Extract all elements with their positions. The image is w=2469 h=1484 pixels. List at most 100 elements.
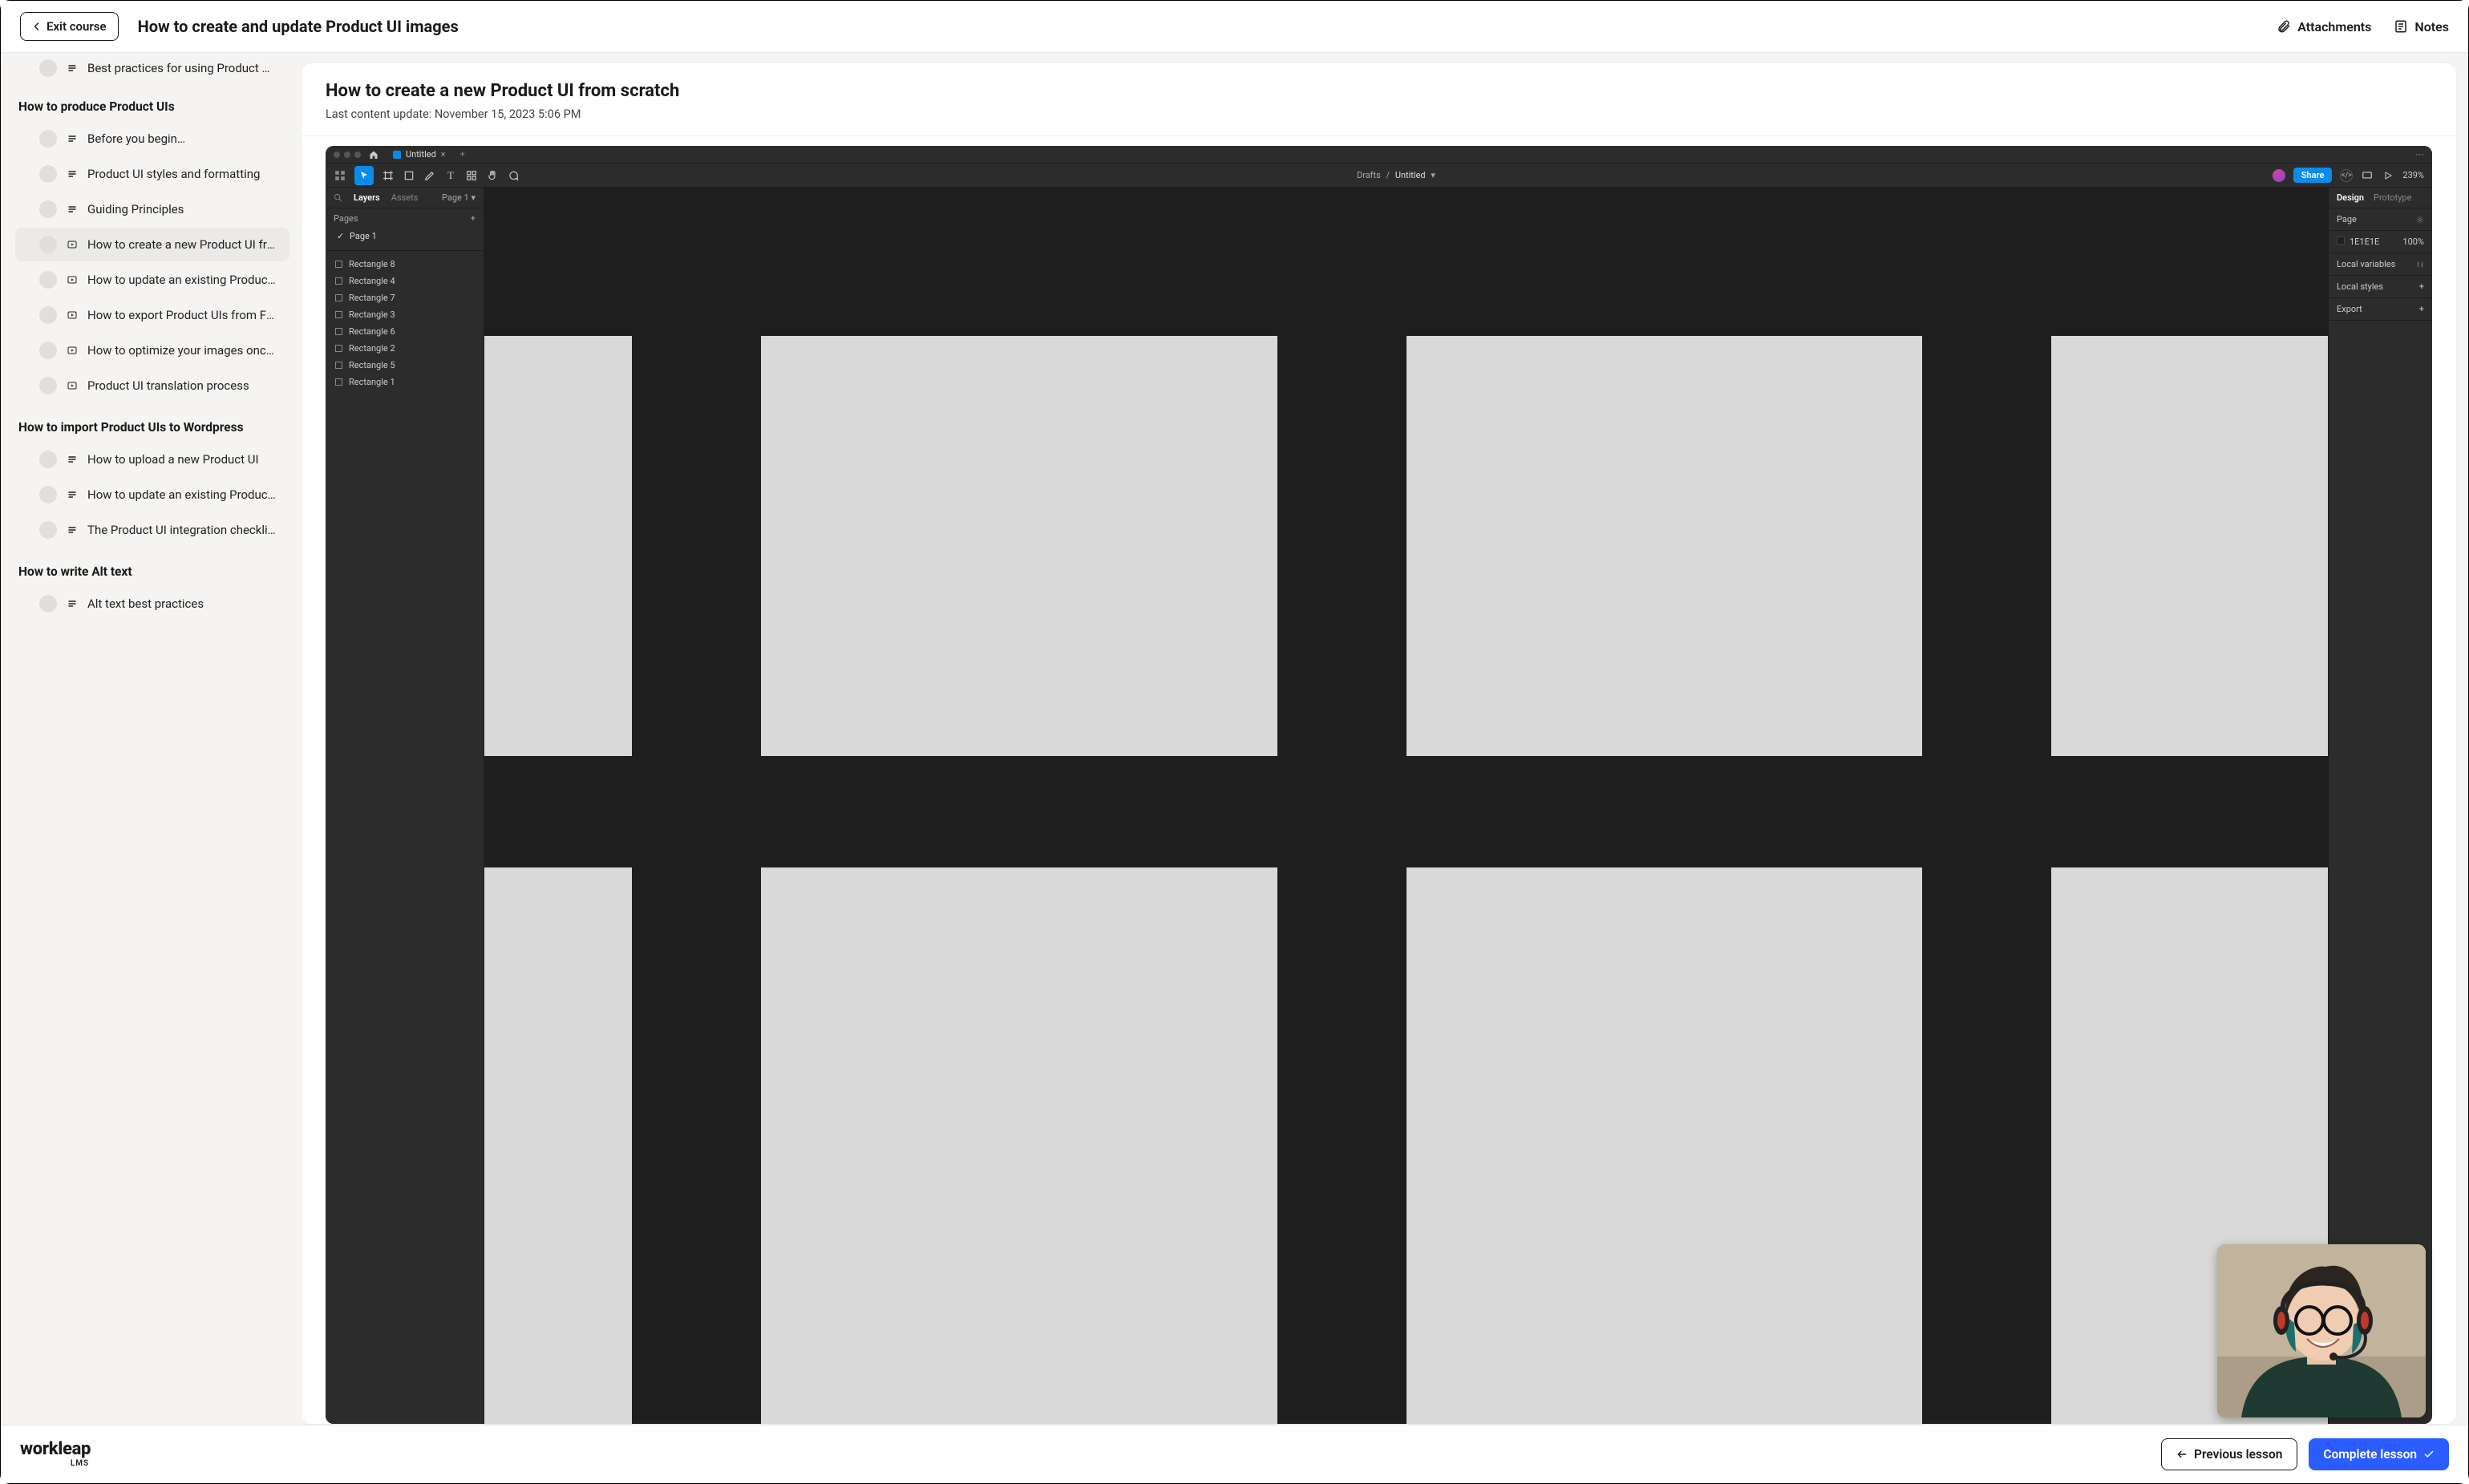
video-lesson-icon [67, 346, 78, 355]
comment-tool-icon[interactable] [507, 169, 520, 182]
rectangle-icon [335, 311, 342, 318]
export-section[interactable]: Export + [2329, 298, 2432, 321]
lesson-item[interactable]: How to optimize your images once export… [15, 334, 289, 367]
layer-label: Rectangle 7 [349, 293, 395, 303]
rectangle-icon [335, 345, 342, 352]
lesson-item[interactable]: How to update an existing Product UI [15, 478, 289, 512]
layer-label: Rectangle 3 [349, 309, 395, 320]
exit-course-button[interactable]: Exit course [20, 12, 119, 41]
text-tool-icon[interactable]: T [444, 169, 457, 182]
figma-artboard[interactable] [1407, 336, 1923, 756]
figma-layer-row[interactable]: Rectangle 5 [330, 357, 479, 374]
rectangle-icon [335, 362, 342, 369]
figma-artboard[interactable] [484, 867, 632, 1424]
text-lesson-icon [67, 63, 78, 73]
window-traffic-lights [334, 152, 361, 158]
figma-artboard[interactable] [2051, 336, 2328, 756]
figma-menu-icon[interactable] [334, 169, 346, 182]
lesson-item[interactable]: Product UI styles and formatting [15, 157, 289, 191]
frame-tool-icon[interactable] [382, 169, 395, 182]
present-icon[interactable] [2361, 169, 2374, 182]
content-wrap: How to create a new Product UI from scra… [297, 53, 2468, 1425]
pen-tool-icon[interactable] [423, 169, 436, 182]
shape-tool-icon[interactable] [403, 169, 415, 182]
figma-layer-row[interactable]: Rectangle 8 [330, 256, 479, 273]
more-icon[interactable]: ⋯ [2415, 149, 2424, 160]
content-header: How to create a new Product UI from scra… [302, 63, 2456, 136]
lesson-label: How to optimize your images once export… [87, 343, 277, 358]
figma-breadcrumb[interactable]: Drafts / Untitled ▾ [1357, 170, 1435, 180]
resources-icon[interactable] [465, 169, 478, 182]
share-button[interactable]: Share [2293, 168, 2333, 183]
lesson-item[interactable]: How to create a new Product UI from scr… [15, 228, 289, 261]
page-selector[interactable]: Page 1 ▾ [442, 192, 476, 203]
lesson-item[interactable]: How to export Product UIs from Figma [15, 298, 289, 332]
page-row[interactable]: ✓ Page 1 [334, 228, 476, 244]
status-indicator [39, 130, 57, 148]
local-variables-section[interactable]: Local variables [2329, 253, 2432, 276]
lesson-item[interactable]: Product UI translation process [15, 369, 289, 402]
search-icon[interactable] [334, 193, 342, 202]
notes-button[interactable]: Notes [2394, 19, 2449, 34]
figma-layer-row[interactable]: Rectangle 1 [330, 374, 479, 390]
avatar[interactable] [2273, 169, 2285, 182]
dev-mode-icon[interactable]: </> [2340, 169, 2353, 182]
lesson-sidebar: Best practices for using Product UIs in … [1, 53, 297, 1425]
video-lesson-icon [67, 381, 78, 390]
status-indicator [39, 306, 57, 324]
settings-icon[interactable] [2416, 216, 2424, 224]
status-indicator [39, 236, 57, 253]
figma-left-panel: Layers Assets Page 1 ▾ Pages + ✓ [326, 188, 484, 1424]
lesson-item[interactable]: Before you begin… [15, 122, 289, 156]
lesson-item[interactable]: How to update an existing Product UI [15, 263, 289, 297]
zoom-level[interactable]: 239% [2402, 170, 2424, 180]
brand-name: workleap [20, 1441, 91, 1458]
figma-layer-row[interactable]: Rectangle 6 [330, 323, 479, 340]
status-indicator [39, 486, 57, 503]
text-lesson-icon [67, 525, 78, 535]
figma-file-tab[interactable]: Untitled × [387, 147, 452, 162]
prototype-tab[interactable]: Prototype [2374, 192, 2411, 203]
figma-titlebar: Untitled × + ⋯ [326, 146, 2432, 164]
status-indicator [39, 377, 57, 394]
figma-layer-row[interactable]: Rectangle 2 [330, 340, 479, 357]
new-tab-button[interactable]: + [460, 149, 465, 160]
lesson-item[interactable]: The Product UI integration checklist [15, 513, 289, 547]
section-heading: How to produce Product UIs [1, 83, 297, 120]
hand-tool-icon[interactable] [486, 169, 499, 182]
lesson-label: The Product UI integration checklist [87, 523, 277, 537]
figma-canvas[interactable] [484, 188, 2328, 1424]
lesson-item[interactable]: How to upload a new Product UI [15, 443, 289, 476]
lesson-label: How to upload a new Product UI [87, 452, 259, 467]
figma-artboard[interactable] [484, 336, 632, 756]
text-lesson-icon [67, 490, 78, 499]
layer-label: Rectangle 4 [349, 276, 395, 286]
complete-lesson-button[interactable]: Complete lesson [2309, 1438, 2449, 1470]
figma-layer-row[interactable]: Rectangle 4 [330, 273, 479, 289]
play-icon[interactable] [2382, 169, 2394, 182]
figma-layer-row[interactable]: Rectangle 7 [330, 289, 479, 306]
previous-lesson-button[interactable]: Previous lesson [2161, 1438, 2297, 1470]
design-tab[interactable]: Design [2337, 192, 2364, 203]
figma-artboard[interactable] [761, 867, 1277, 1424]
figma-layer-row[interactable]: Rectangle 3 [330, 306, 479, 323]
close-icon[interactable]: × [441, 149, 446, 160]
assets-tab[interactable]: Assets [391, 192, 419, 203]
status-indicator [39, 165, 57, 183]
lesson-label: Best practices for using Product UIs in … [87, 61, 277, 75]
status-indicator [39, 595, 57, 613]
figma-artboard[interactable] [761, 336, 1277, 756]
add-page-button[interactable]: + [471, 213, 476, 224]
attachments-button[interactable]: Attachments [2277, 19, 2371, 34]
lesson-item[interactable]: Guiding Principles [15, 192, 289, 226]
layers-tab[interactable]: Layers [354, 192, 380, 203]
home-icon[interactable] [369, 150, 378, 160]
lesson-item[interactable]: Alt text best practices [15, 587, 289, 621]
figma-artboard[interactable] [1407, 867, 1923, 1424]
local-styles-section[interactable]: Local styles + [2329, 276, 2432, 298]
status-indicator [39, 200, 57, 218]
lesson-title: How to create a new Product UI from scra… [326, 81, 2432, 101]
page-color-row[interactable]: 1E1E1E 100% [2329, 231, 2432, 253]
lesson-item-truncated[interactable]: Best practices for using Product UIs in … [15, 53, 289, 83]
move-tool-icon[interactable] [354, 166, 374, 185]
